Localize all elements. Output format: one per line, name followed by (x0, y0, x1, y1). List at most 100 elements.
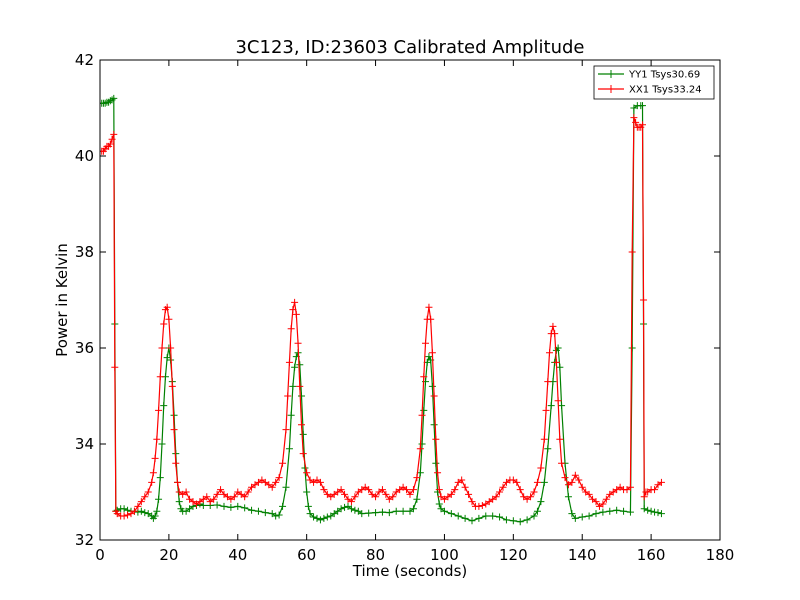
data-point (499, 483, 507, 491)
data-point (492, 493, 500, 501)
data-point (248, 506, 256, 514)
data-point (458, 476, 466, 484)
data-point (155, 406, 163, 414)
chart-title: 3C123, ID:23603 Calibrated Amplitude (235, 37, 584, 58)
x-tick-label: 100 (430, 546, 459, 564)
data-point (244, 488, 252, 496)
data-point (537, 498, 545, 506)
data-point (432, 435, 440, 443)
x-tick-label: 120 (499, 546, 528, 564)
legend-entry: YY1 Tsys30.69 (598, 70, 700, 81)
data-point (298, 392, 305, 400)
data-point (530, 512, 538, 520)
data-point (447, 490, 455, 498)
y-tick-label: 32 (75, 531, 94, 549)
data-point (151, 454, 159, 462)
data-point (241, 504, 249, 512)
data-point (568, 510, 576, 518)
data-point (320, 486, 328, 494)
x-axis-label: Time (seconds) (352, 562, 468, 580)
data-point (461, 514, 469, 522)
data-point (163, 303, 171, 311)
data-point (399, 507, 407, 515)
data-point (137, 507, 145, 515)
legend-label: YY1 Tsys30.69 (628, 70, 700, 81)
y-tick-label: 38 (75, 243, 94, 261)
y-tick-label: 42 (75, 51, 94, 69)
data-point (475, 514, 483, 522)
data-point (489, 512, 497, 520)
data-point (285, 358, 293, 366)
data-point (294, 339, 302, 347)
data-point (199, 501, 207, 509)
data-point (385, 509, 393, 517)
data-point (210, 495, 218, 503)
data-point (425, 353, 433, 361)
data-point (409, 486, 417, 494)
legend-label: XX1 Tsys33.24 (629, 85, 702, 96)
data-point (420, 373, 428, 381)
data-point (599, 500, 607, 508)
data-point (351, 506, 359, 514)
data-point (203, 493, 211, 501)
data-point (626, 483, 634, 491)
data-point (284, 392, 292, 400)
data-point (392, 507, 400, 515)
data-point (282, 483, 290, 491)
data-point (130, 507, 138, 515)
data-point (564, 493, 572, 501)
data-point (351, 493, 359, 501)
x-tick-label: 60 (297, 546, 316, 564)
data-point (155, 495, 163, 503)
data-point (546, 349, 553, 357)
data-point (435, 486, 443, 494)
data-point (124, 511, 132, 519)
data-point (527, 493, 535, 501)
data-point (640, 505, 648, 513)
data-point (435, 500, 443, 508)
data-point (158, 344, 166, 352)
data-point (533, 478, 541, 486)
data-point (482, 512, 490, 520)
data-point (299, 450, 307, 458)
data-point (134, 502, 142, 510)
data-point (101, 99, 109, 107)
data-point (313, 514, 321, 522)
data-point (106, 140, 114, 148)
data-point (148, 478, 156, 486)
y-tick-label: 34 (75, 435, 94, 453)
data-point (554, 397, 562, 405)
data-point (542, 406, 550, 414)
legend-entry: XX1 Tsys33.24 (598, 85, 702, 96)
data-point (230, 493, 238, 501)
x-tick-label: 40 (228, 546, 247, 564)
data-point (337, 486, 345, 494)
data-point (296, 361, 304, 369)
data-point (292, 310, 300, 318)
data-point (213, 490, 221, 498)
data-point (378, 486, 386, 494)
legend-marker (607, 85, 615, 93)
data-point (241, 493, 249, 501)
data-point (420, 406, 428, 414)
data-point (165, 315, 173, 323)
data-point (468, 498, 476, 506)
data-point (632, 118, 640, 126)
data-point (440, 507, 448, 515)
data-point (141, 493, 149, 501)
data-point (639, 121, 646, 129)
data-point (268, 483, 276, 491)
data-point (413, 495, 421, 503)
data-point (282, 426, 290, 434)
data-point (170, 426, 178, 434)
data-point (640, 296, 648, 304)
data-point (316, 516, 324, 524)
data-point (347, 498, 355, 506)
series-2 (100, 114, 665, 520)
data-point (153, 507, 161, 515)
data-point (254, 507, 262, 515)
data-point (644, 506, 652, 514)
data-point (657, 478, 665, 486)
data-point (287, 411, 295, 419)
